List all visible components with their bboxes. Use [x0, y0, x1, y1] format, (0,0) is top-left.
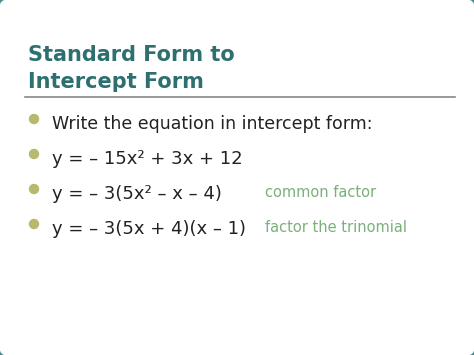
Text: factor the trinomial: factor the trinomial: [265, 220, 407, 235]
Text: y = – 3(5x + 4)(x – 1): y = – 3(5x + 4)(x – 1): [52, 220, 246, 238]
Text: y = – 3(5x² – x – 4): y = – 3(5x² – x – 4): [52, 185, 222, 203]
Circle shape: [29, 185, 38, 193]
Text: y = – 15x² + 3x + 12: y = – 15x² + 3x + 12: [52, 150, 243, 168]
Circle shape: [29, 115, 38, 124]
Text: Write the equation in intercept form:: Write the equation in intercept form:: [52, 115, 373, 133]
Text: Intercept Form: Intercept Form: [28, 72, 204, 92]
Circle shape: [29, 149, 38, 158]
Text: Standard Form to: Standard Form to: [28, 45, 235, 65]
Circle shape: [29, 219, 38, 229]
Text: common factor: common factor: [265, 185, 376, 200]
